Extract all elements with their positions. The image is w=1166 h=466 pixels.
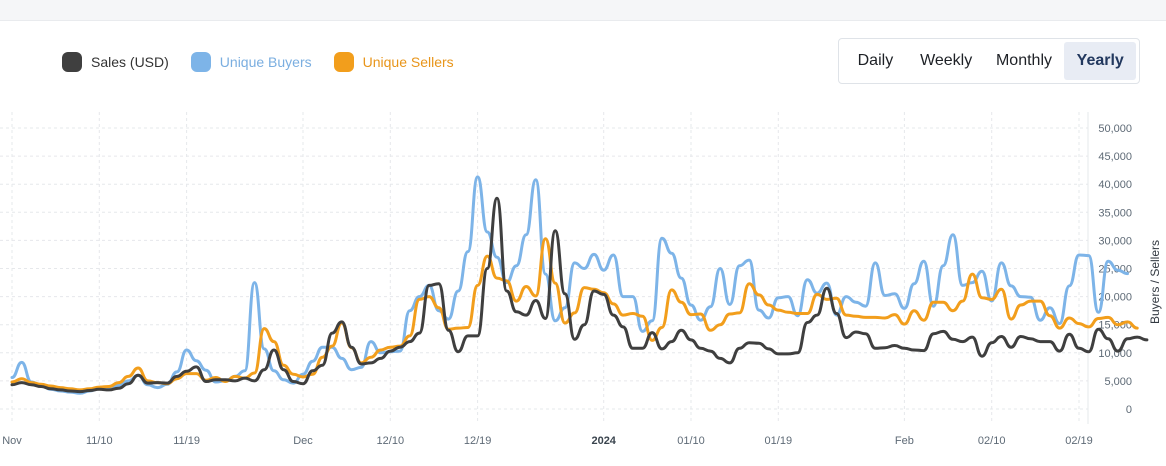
unique-buyers-line [10,175,1129,395]
top-bar [0,0,1166,21]
x-tick-label: Feb [895,435,914,447]
x-tick-label: Nov [2,435,22,447]
y-tick-label: 45,000 [1098,151,1132,163]
time-range-selector: Daily Weekly Monthly Yearly [838,38,1140,84]
x-tick-label: 01/10 [677,435,705,447]
x-tick-label: Dec [293,435,313,447]
x-tick-label: 02/19 [1065,435,1093,447]
y-tick-label: 35,000 [1098,207,1132,219]
y-axis-title: Buyers / Sellers [1148,240,1162,324]
y-tick-label: 5,000 [1104,376,1132,388]
legend-label-sales: Sales (USD) [91,54,169,70]
legend-item-unique-buyers[interactable]: Unique Buyers [190,52,312,72]
x-tick-label: 02/10 [978,435,1006,447]
x-tick-label: 2024 [591,435,616,447]
legend-label-unique-buyers: Unique Buyers [219,54,312,70]
y-tick-label: 0 [1126,404,1132,416]
sales-line [10,196,1149,394]
y-tick-label: 10,000 [1098,348,1132,360]
legend-item-sales[interactable]: Sales (USD) [62,52,169,72]
y-tick-label: 30,000 [1098,235,1132,247]
yearly-button[interactable]: Yearly [1064,42,1137,80]
legend-label-unique-sellers: Unique Sellers [362,54,454,70]
x-axis-ticks: Nov 11/10 11/19 Dec 12/10 12/19 2024 01/10 01/19… [2,435,1093,447]
chart-legend: Sales (USD) Unique Buyers Unique Sellers [62,52,476,72]
x-tick-label: 12/10 [377,435,405,447]
legend-swatch-sales [62,52,82,72]
monthly-button[interactable]: Monthly [995,52,1052,69]
y-tick-label: 50,000 [1098,123,1132,135]
chart-series [10,175,1149,395]
sales-line-chart: 05,00010,00015,00020,00025,00030,00035,0… [0,112,1162,447]
x-tick-label: 11/10 [86,435,113,447]
legend-item-unique-sellers[interactable]: Unique Sellers [333,52,454,72]
y-tick-label: 40,000 [1098,179,1132,191]
legend-swatch-unique-buyers [190,52,211,72]
legend-swatch-unique-sellers [333,52,354,72]
x-tick-label: 12/19 [464,435,492,447]
x-tick-label: 01/19 [765,435,793,447]
y-axis-ticks: 05,00010,00015,00020,00025,00030,00035,0… [1098,123,1132,416]
daily-button[interactable]: Daily [857,52,894,69]
weekly-button[interactable]: Weekly [920,52,973,69]
unique-sellers-line [10,237,1139,392]
chart-grid [0,112,1089,424]
y-tick-label: 20,000 [1098,292,1132,304]
x-tick-label: 11/19 [173,435,200,447]
